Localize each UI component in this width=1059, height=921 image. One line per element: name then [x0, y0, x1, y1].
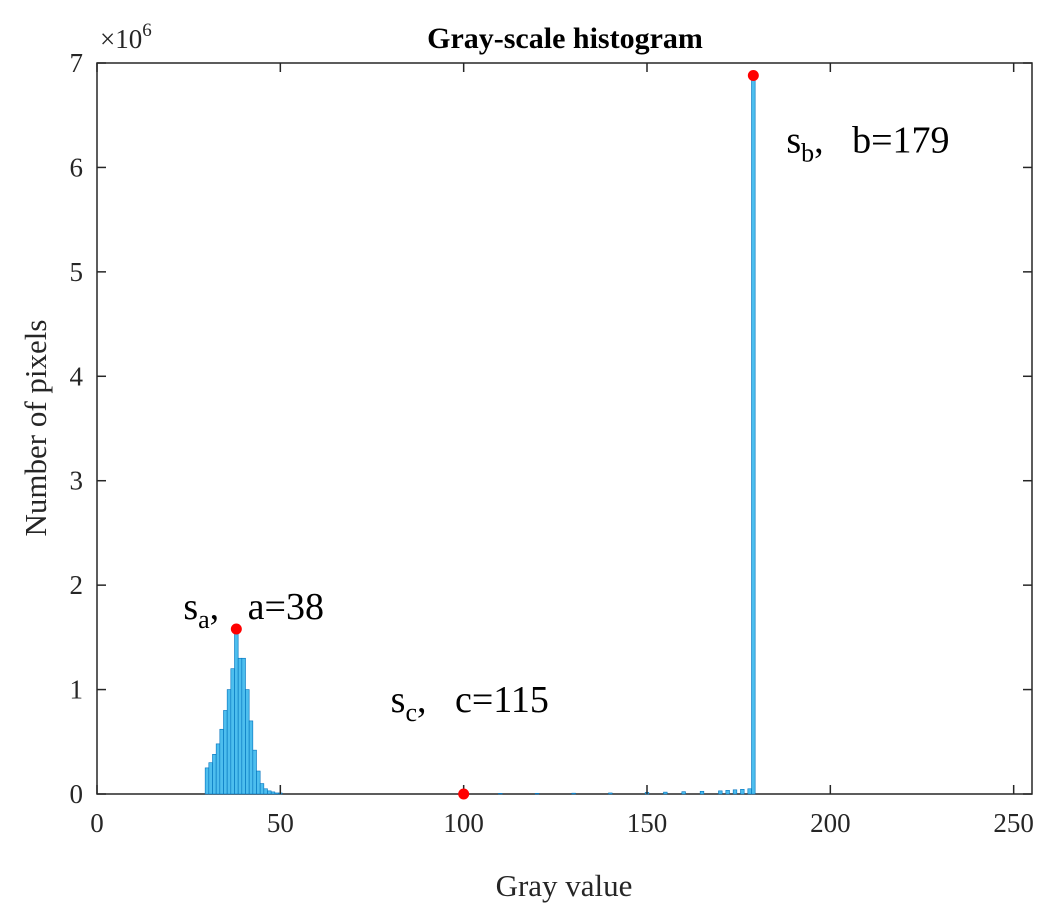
annotation-value: b=179: [852, 120, 949, 162]
histogram-bar: [498, 793, 503, 795]
histogram-bar: [245, 689, 250, 795]
x-axis-label: Gray value: [496, 868, 633, 903]
histogram-bar: [252, 749, 257, 795]
histogram-bar: [270, 791, 276, 795]
y-tick-label: 6: [70, 152, 84, 182]
annotation-subscript: b: [801, 139, 814, 168]
x-tick-label: 250: [993, 808, 1034, 838]
annotation-symbol: s: [391, 679, 406, 721]
annotation-subscript: c: [405, 698, 417, 727]
y-tick-label: 7: [70, 48, 84, 78]
point-annotation: sb, b=179: [786, 120, 949, 168]
histogram-bar: [740, 789, 745, 795]
histogram-bar: [681, 791, 686, 795]
histogram-bar: [256, 770, 261, 795]
x-tick-label: 100: [443, 808, 484, 838]
plot-area: [96, 62, 1033, 795]
histogram-bar: [234, 631, 239, 795]
histogram-bar: [241, 657, 246, 795]
marker-point: [230, 623, 242, 635]
annotation-symbol: s: [183, 586, 198, 628]
histogram-bar: [663, 791, 668, 795]
point-annotation: sa, a=38: [183, 586, 324, 634]
histogram-bar: [725, 790, 730, 795]
y-axis-multiplier: ×106: [100, 20, 152, 54]
histogram-bar: [751, 78, 756, 795]
y-axis-ticks: 0 1 2 3 4 5 6 7: [70, 48, 1032, 809]
annotation-value: c=115: [455, 679, 549, 721]
annotation-symbol: s: [786, 120, 801, 162]
histogram-bar: [219, 728, 224, 795]
x-axis-ticks: 0 50 100 150 200 250: [90, 63, 1034, 838]
histogram-bar: [215, 743, 221, 795]
histogram-bar: [699, 790, 705, 795]
histogram-bar: [747, 788, 752, 795]
histogram-bar: [259, 783, 265, 795]
histogram-bar: [732, 789, 738, 795]
histogram-bar: [534, 793, 540, 795]
histogram-bar: [248, 720, 254, 795]
y-tick-label: 0: [70, 779, 84, 809]
point-annotation: sc, c=115: [391, 679, 549, 727]
data-markers: [230, 70, 759, 800]
histogram-bar: [204, 767, 210, 795]
annotation-separator: ,: [210, 586, 248, 628]
histogram-bar: [223, 710, 228, 795]
chart-title: Gray-scale histogram: [427, 22, 703, 55]
annotation-subscript: a: [198, 605, 210, 634]
histogram-bar: [718, 790, 723, 795]
histogram-bar: [571, 792, 576, 795]
histogram-bar: [226, 689, 232, 795]
y-tick-label: 3: [70, 466, 84, 496]
x-tick-label: 0: [90, 808, 104, 838]
y-tick-label: 2: [70, 570, 84, 600]
histogram-bar: [230, 668, 235, 795]
histogram-bar: [274, 792, 279, 795]
histogram-bars: [204, 78, 756, 795]
y-axis-label: Number of pixels: [18, 320, 53, 537]
histogram-bar: [263, 788, 268, 795]
histogram-bar: [208, 762, 213, 795]
annotation-value: a=38: [248, 586, 324, 628]
marker-point: [747, 70, 759, 82]
marker-point: [458, 788, 470, 800]
histogram-bar: [608, 792, 613, 795]
y-tick-label: 5: [70, 257, 84, 287]
histogram-bar: [237, 657, 243, 795]
x-tick-label: 50: [267, 808, 294, 838]
x-tick-label: 150: [627, 808, 668, 838]
y-multiplier-base: ×10: [100, 24, 142, 54]
annotation-separator: ,: [814, 120, 852, 162]
annotation-separator: ,: [417, 679, 455, 721]
x-tick-label: 200: [810, 808, 851, 838]
y-multiplier-exponent: 6: [142, 20, 152, 41]
y-tick-label: 1: [70, 675, 84, 705]
y-tick-label: 4: [70, 361, 84, 391]
histogram-bar: [267, 790, 272, 795]
histogram-bar: [212, 754, 217, 795]
